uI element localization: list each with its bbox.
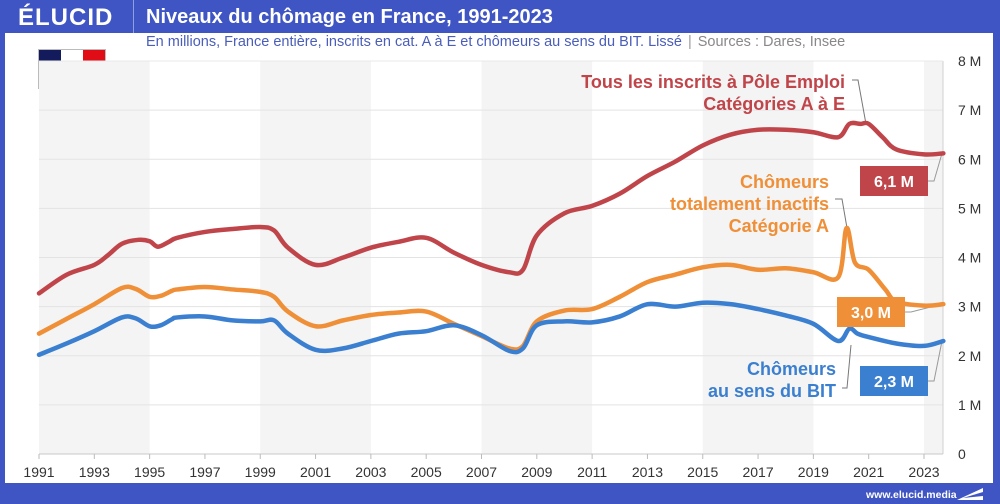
x-tick-label: 1995 bbox=[134, 464, 165, 480]
x-tick-label: 2023 bbox=[908, 464, 939, 480]
x-tick-label: 2007 bbox=[466, 464, 497, 480]
axes: 0 1 M 2 M 3 M 4 M 5 M 6 M 7 M 8 M 1991 1993 1995 199… bbox=[23, 53, 981, 480]
chart-title: Niveaux du chômage en France, 1991-2023 bbox=[146, 6, 553, 28]
x-tick-label: 1997 bbox=[189, 464, 220, 480]
x-tick-label: 2005 bbox=[411, 464, 442, 480]
series-label-line: Tous les inscrits à Pôle Emploi bbox=[581, 72, 845, 92]
x-tick-label: 2017 bbox=[742, 464, 773, 480]
x-tick-label: 1991 bbox=[23, 464, 54, 480]
series-line-inscrits-a-e bbox=[36, 120, 946, 296]
x-tick-label: 2011 bbox=[577, 464, 607, 480]
series-label-line: Catégorie A bbox=[729, 216, 829, 236]
series-label-line: au sens du BIT bbox=[708, 381, 836, 401]
x-tick-label: 2015 bbox=[687, 464, 718, 480]
y-tick-label: 4 M bbox=[958, 250, 981, 266]
x-tick-label: 2019 bbox=[798, 464, 829, 480]
x-tick-label: 1993 bbox=[79, 464, 110, 480]
label-leader-line bbox=[852, 79, 867, 125]
y-tick-label: 1 M bbox=[958, 397, 981, 413]
series-labels: Tous les inscrits à Pôle EmploiCatégorie… bbox=[581, 72, 928, 401]
x-tick-label: 2021 bbox=[853, 464, 884, 480]
end-value-badge bbox=[837, 297, 905, 327]
x-tick-label: 1999 bbox=[245, 464, 276, 480]
subtitle-separator: | bbox=[687, 34, 692, 50]
series-label-line: Chômeurs bbox=[747, 359, 836, 379]
end-value-label: 6,1 M bbox=[874, 174, 914, 191]
x-tick-label: 2009 bbox=[521, 464, 552, 480]
subtitle-text: En millions, France entière, inscrits en… bbox=[146, 34, 682, 50]
series-line-bit bbox=[36, 300, 946, 358]
y-tick-label: 6 M bbox=[958, 151, 981, 167]
elucid-mark-icon bbox=[957, 488, 983, 500]
header-divider bbox=[133, 0, 134, 33]
end-value-label: 2,3 M bbox=[874, 374, 914, 391]
series-label-line: totalement inactifs bbox=[670, 194, 829, 214]
gridlines bbox=[39, 60, 943, 406]
label-leader-line bbox=[842, 344, 852, 389]
end-value-connector bbox=[928, 153, 943, 182]
y-tick-label: 7 M bbox=[958, 102, 981, 118]
end-value-badge bbox=[860, 166, 928, 196]
footer-url[interactable]: www.elucid.media bbox=[866, 489, 957, 501]
series-label-line: Chômeurs bbox=[740, 172, 829, 192]
end-value-connector bbox=[928, 340, 943, 382]
series-label-line: Catégories A à E bbox=[703, 94, 845, 114]
sources-text: Sources : Dares, Insee bbox=[697, 34, 846, 50]
x-tick-label: 2003 bbox=[355, 464, 386, 480]
y-tick-label: 0 bbox=[958, 446, 966, 462]
y-tick-label: 8 M bbox=[958, 53, 981, 69]
elucid-logo: ÉLUCID bbox=[18, 4, 114, 31]
header-bar bbox=[0, 0, 1000, 33]
series-lines bbox=[36, 120, 946, 358]
y-tick-label: 2 M bbox=[958, 348, 981, 364]
end-value-badge bbox=[860, 366, 928, 396]
y-tick-label: 5 M bbox=[958, 200, 981, 216]
chart-subtitle: En millions, France entière, inscrits en… bbox=[146, 34, 845, 50]
end-value-label: 3,0 M bbox=[851, 305, 891, 322]
y-tick-label: 3 M bbox=[958, 299, 981, 315]
label-leader-line bbox=[835, 198, 848, 229]
x-tick-label: 2013 bbox=[632, 464, 663, 480]
x-tick-label: 2001 bbox=[300, 464, 331, 480]
